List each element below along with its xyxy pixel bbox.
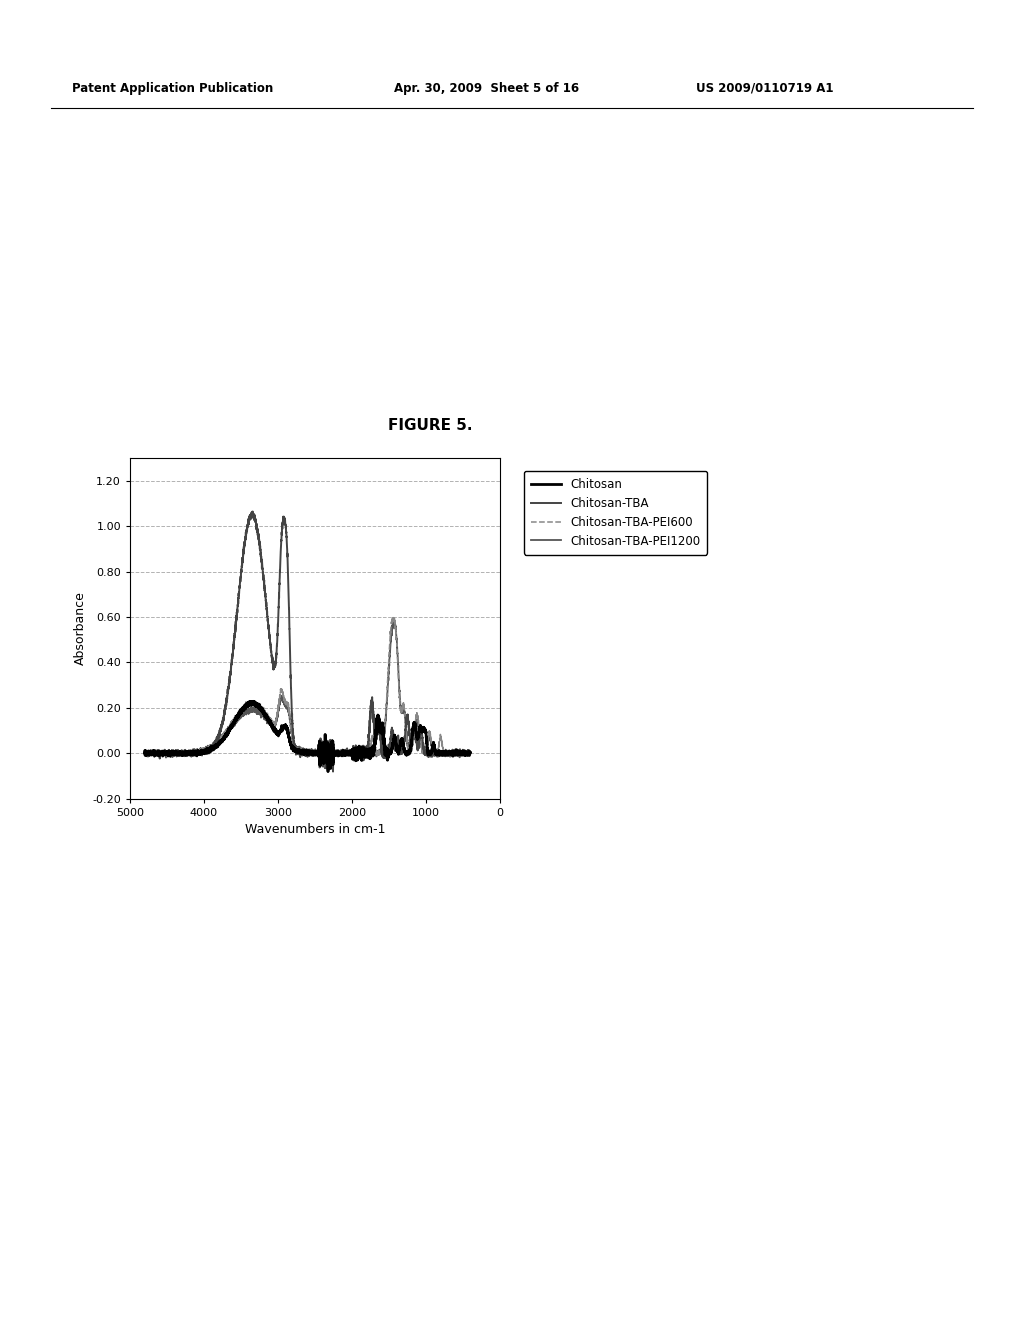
Text: FIGURE 5.: FIGURE 5. [388,418,472,433]
Text: Apr. 30, 2009  Sheet 5 of 16: Apr. 30, 2009 Sheet 5 of 16 [394,82,580,95]
Text: Patent Application Publication: Patent Application Publication [72,82,273,95]
Y-axis label: Absorbance: Absorbance [74,591,87,665]
Legend: Chitosan, Chitosan-TBA, Chitosan-TBA-PEI600, Chitosan-TBA-PEI1200: Chitosan, Chitosan-TBA, Chitosan-TBA-PEI… [524,471,708,554]
X-axis label: Wavenumbers in cm-1: Wavenumbers in cm-1 [245,824,385,836]
Text: US 2009/0110719 A1: US 2009/0110719 A1 [696,82,834,95]
